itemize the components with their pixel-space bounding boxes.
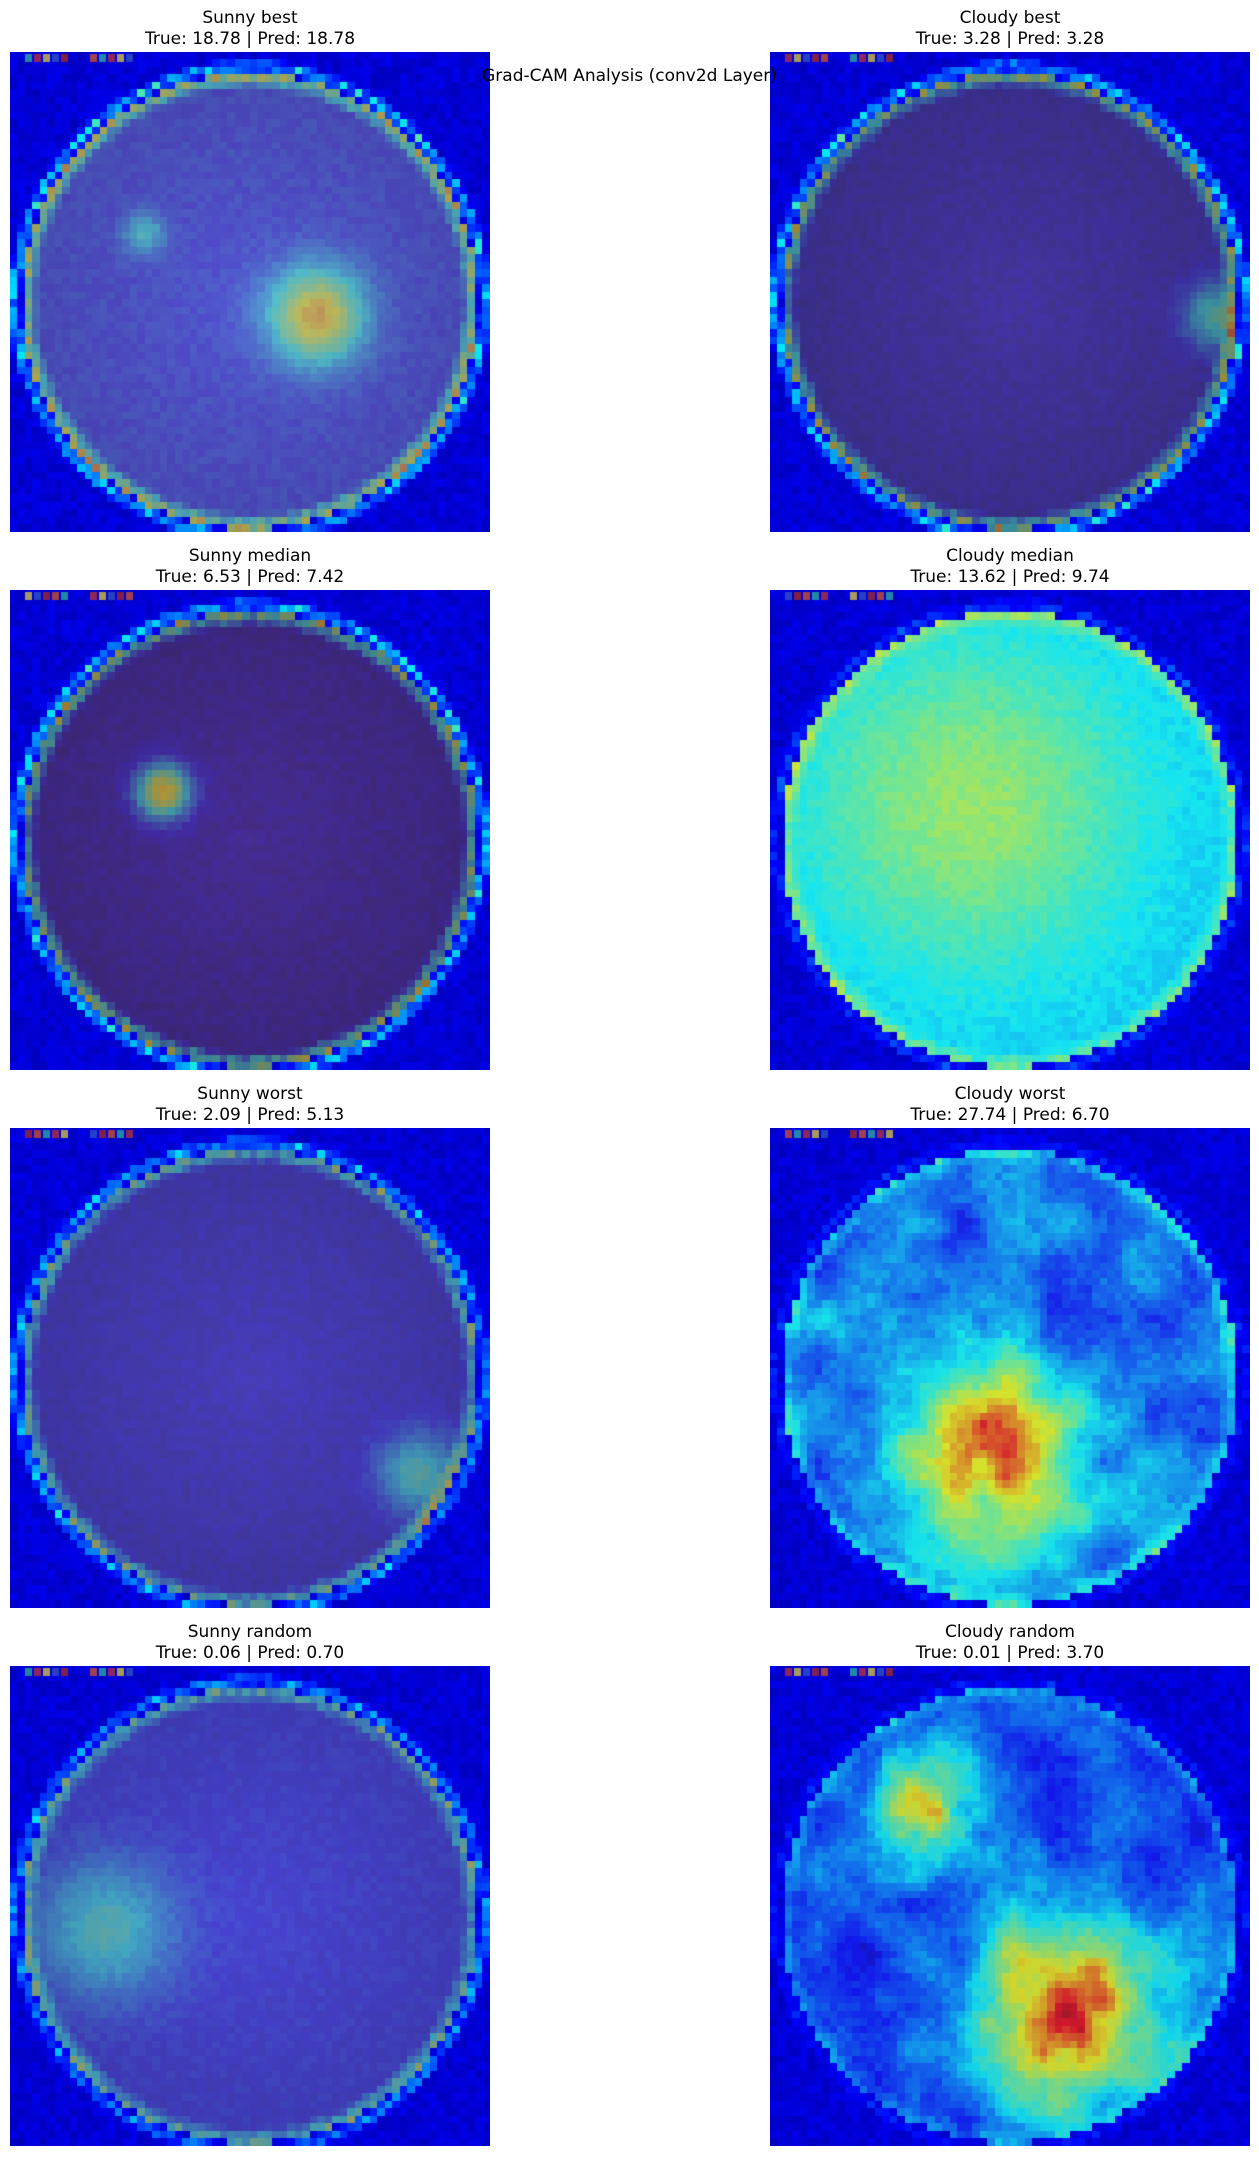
panel-title: Sunny best	[202, 8, 298, 28]
panel-title: Cloudy median	[946, 546, 1074, 566]
panel-title: Cloudy worst	[954, 1084, 1066, 1104]
panel-caption: True: 18.78 | Pred: 18.78	[144, 29, 356, 49]
panel-caption: True: 0.06 | Pred: 0.70	[155, 1643, 345, 1663]
panel-title-block: Sunny median True: 6.53 | Pred: 7.42	[10, 546, 490, 590]
gradcam-image	[770, 1128, 1250, 1608]
panel-caption: True: 3.28 | Pred: 3.28	[915, 29, 1105, 49]
gradcam-image	[10, 1128, 490, 1608]
panel-sunny-worst: Sunny worst True: 2.09 | Pred: 5.13	[10, 1084, 490, 1608]
panel-title-block: Sunny best True: 18.78 | Pred: 18.78	[10, 8, 490, 52]
panel-caption: True: 2.09 | Pred: 5.13	[155, 1105, 345, 1125]
panel-title: Cloudy best	[959, 8, 1061, 28]
panel-title-block: Cloudy random True: 0.01 | Pred: 3.70	[770, 1622, 1250, 1666]
panel-title: Sunny worst	[197, 1084, 303, 1104]
gradcam-image	[10, 590, 490, 1070]
panel-cloudy-worst: Cloudy worst True: 27.74 | Pred: 6.70	[770, 1084, 1250, 1608]
panel-cloudy-random: Cloudy random True: 0.01 | Pred: 3.70	[770, 1622, 1250, 2146]
panel-cloudy-median: Cloudy median True: 13.62 | Pred: 9.74	[770, 546, 1250, 1070]
panel-caption: True: 6.53 | Pred: 7.42	[155, 567, 345, 587]
gradcam-image	[10, 1666, 490, 2146]
panel-cloudy-best: Cloudy best True: 3.28 | Pred: 3.28	[770, 8, 1250, 532]
panel-title-block: Cloudy median True: 13.62 | Pred: 9.74	[770, 546, 1250, 590]
panel-caption: True: 27.74 | Pred: 6.70	[910, 1105, 1110, 1125]
panel-title-block: Cloudy worst True: 27.74 | Pred: 6.70	[770, 1084, 1250, 1128]
panel-sunny-median: Sunny median True: 6.53 | Pred: 7.42	[10, 546, 490, 1070]
panel-sunny-best: Sunny best True: 18.78 | Pred: 18.78	[10, 8, 490, 532]
panel-title: Sunny random	[187, 1622, 313, 1642]
panel-title: Cloudy random	[945, 1622, 1075, 1642]
gradcam-image	[770, 590, 1250, 1070]
figure-suptitle: Grad-CAM Analysis (conv2d Layer)	[482, 66, 777, 86]
gradcam-image	[10, 52, 490, 532]
panel-caption: True: 0.01 | Pred: 3.70	[915, 1643, 1105, 1663]
panel-title: Sunny median	[188, 546, 312, 566]
panel-title-block: Cloudy best True: 3.28 | Pred: 3.28	[770, 8, 1250, 52]
panel-title-block: Sunny random True: 0.06 | Pred: 0.70	[10, 1622, 490, 1666]
gradcam-image	[770, 1666, 1250, 2146]
panel-title-block: Sunny worst True: 2.09 | Pred: 5.13	[10, 1084, 490, 1128]
gradcam-image	[770, 52, 1250, 532]
panel-sunny-random: Sunny random True: 0.06 | Pred: 0.70	[10, 1622, 490, 2146]
panel-caption: True: 13.62 | Pred: 9.74	[910, 567, 1110, 587]
